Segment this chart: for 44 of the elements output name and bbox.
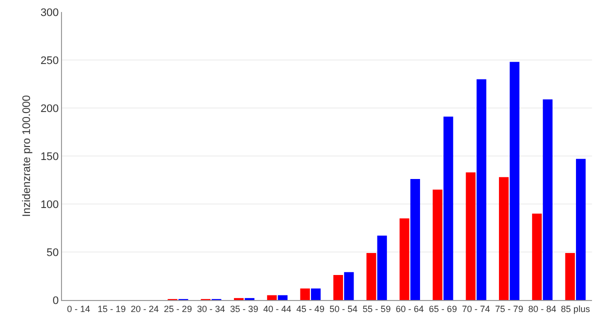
- bar: [576, 158, 586, 300]
- x-tick-label: 65 - 69: [428, 304, 457, 314]
- y-tick-label: 300: [40, 6, 59, 19]
- bar: [565, 252, 575, 300]
- x-tick-label: 70 - 74: [462, 304, 490, 314]
- bar: [377, 236, 387, 300]
- y-tick-label: 100: [40, 198, 59, 211]
- y-tick-label: 150: [40, 150, 59, 163]
- bar: [432, 190, 442, 300]
- bar: [510, 62, 520, 300]
- y-tick-label: 250: [40, 54, 59, 67]
- bar: [410, 179, 420, 300]
- x-tick-label: 50 - 54: [330, 304, 358, 314]
- y-tick-label: 200: [40, 102, 59, 115]
- x-tick-label: 55 - 59: [362, 304, 391, 314]
- bar: [443, 116, 454, 300]
- bar: [344, 272, 354, 300]
- y-axis-title: Inzidenzrate pro 100.000: [21, 95, 33, 217]
- x-tick-label: 60 - 64: [396, 304, 424, 314]
- y-tick-label: 0: [52, 294, 59, 307]
- x-tick-label: 85 plus: [560, 304, 590, 314]
- y-tick-label: 50: [46, 246, 59, 259]
- bar: [333, 275, 344, 300]
- x-tick-label: 15 - 19: [98, 304, 126, 314]
- bar: [366, 252, 376, 300]
- x-tick-label: 35 - 39: [230, 304, 258, 314]
- x-tick-label: 80 - 84: [528, 304, 556, 314]
- bar: [400, 218, 410, 300]
- bar: [498, 177, 509, 300]
- x-tick-label: 30 - 34: [197, 304, 226, 314]
- bar: [300, 288, 310, 300]
- bar: [542, 99, 553, 300]
- bar: [466, 172, 476, 300]
- x-tick-label: 20 - 24: [130, 304, 159, 314]
- x-tick-label: 40 - 44: [263, 304, 292, 314]
- bar: [532, 214, 542, 300]
- bar: [310, 288, 321, 300]
- bar: [278, 295, 288, 300]
- x-tick-label: 0 - 14: [67, 304, 90, 314]
- x-tick-label: 75 - 79: [495, 304, 524, 314]
- bar: [476, 79, 486, 300]
- x-tick-label: 25 - 29: [164, 304, 192, 314]
- x-tick-label: 45 - 49: [296, 304, 324, 314]
- bar: [267, 295, 277, 300]
